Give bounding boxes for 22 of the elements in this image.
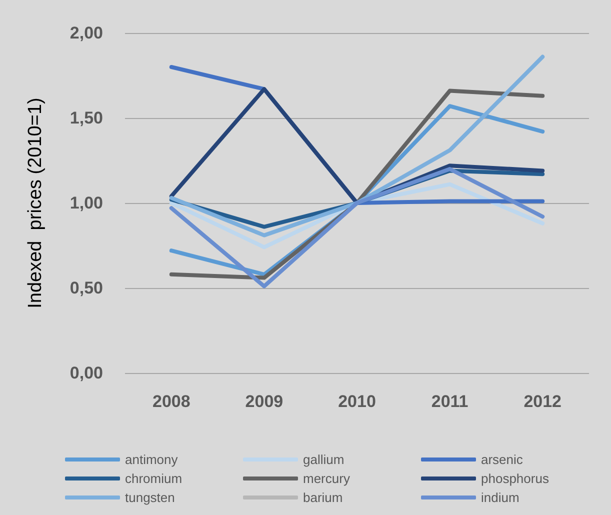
x-tick-label: 2012: [524, 392, 562, 411]
legend-label: antimony: [125, 452, 178, 467]
y-tick-label: 1,00: [70, 194, 103, 212]
legend-label: tungsten: [125, 490, 175, 505]
line-series: [169, 167, 545, 288]
legend-label: chromium: [125, 471, 182, 486]
legend-label: mercury: [303, 471, 350, 486]
x-tick-label: 2010: [338, 392, 376, 411]
legend-label: indium: [481, 490, 520, 505]
y-axis-title: Indexed prices (2010=1): [25, 98, 46, 308]
legend-label: gallium: [303, 452, 344, 467]
legend-label: phosphorus: [481, 471, 550, 486]
line-series: [169, 54, 545, 238]
y-tick-label: 2,00: [70, 24, 103, 42]
x-tick-label: 2009: [245, 392, 284, 411]
y-tick-label: 1,50: [70, 108, 103, 128]
legend-label: barium: [303, 490, 343, 505]
x-tick-label: 2011: [431, 392, 468, 411]
legend-label: arsenic: [481, 452, 524, 467]
y-tick-label: 0,00: [70, 364, 103, 382]
x-tick-label: 2008: [152, 392, 190, 411]
y-tick-label: 0,50: [70, 278, 103, 298]
